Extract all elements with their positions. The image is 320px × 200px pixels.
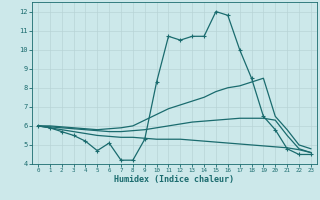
X-axis label: Humidex (Indice chaleur): Humidex (Indice chaleur) bbox=[115, 175, 234, 184]
